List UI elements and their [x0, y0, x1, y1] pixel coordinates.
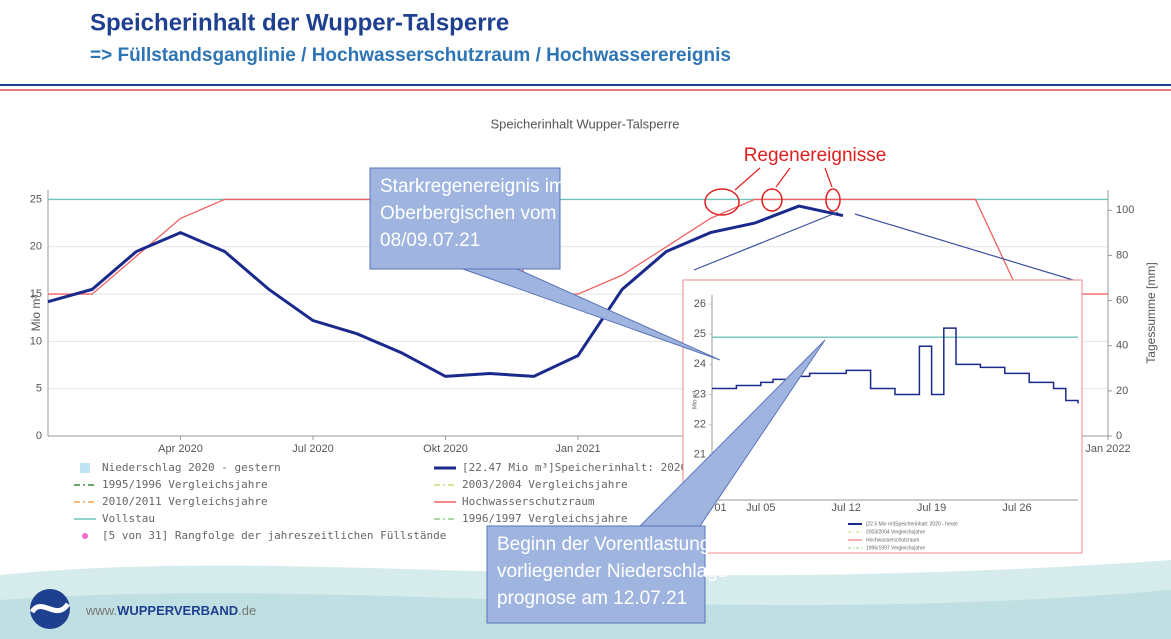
x-tick-label: Jul 2020	[292, 443, 334, 455]
y2-tick-label: 60	[1116, 294, 1128, 306]
x-tick-label: Jul 19	[917, 502, 946, 514]
callouts: Starkregenereignis im Oberbergischen vom 0…	[369, 167, 826, 624]
legend-label: 2003/2004 Vergleichsjahre	[462, 478, 628, 491]
annotations: Regenereignisse	[693, 145, 1074, 281]
footer-url-part: WUPPERVERBAND	[117, 603, 238, 618]
legend-label: [22.47 Mio m³]Speicherinhalt: 2020 - heu…	[462, 461, 740, 474]
y2-tick-label: 100	[1116, 204, 1134, 216]
x-tick-label: Apr 2020	[158, 443, 203, 455]
legend-label: Vollstau	[102, 512, 155, 525]
slide-subtitle: => Füllstandsganglinie / Hochwasserschut…	[90, 45, 731, 66]
y-tick-label: 25	[30, 193, 42, 205]
footer-url-part: www.	[85, 603, 117, 618]
x-tick-label: Jul 05	[746, 502, 775, 514]
chart-title: Speicherinhalt Wupper-Talsperre	[490, 116, 679, 131]
y-tick-label: 21	[694, 449, 706, 461]
legend-label: 2010/2011 Vergleichsjahre	[102, 495, 268, 508]
logo	[29, 602, 71, 614]
zoom-arrows	[693, 211, 1074, 281]
callout-text: vorliegender Niederschlags-	[497, 561, 734, 582]
y-tick-label: 5	[36, 383, 42, 395]
y-tick-label: 10	[30, 335, 42, 347]
legend-label: Hochwasserschutzraum	[462, 495, 595, 508]
y-tick-label: 22	[694, 419, 706, 431]
series-line	[712, 327, 1079, 404]
callout-text: prognose am 12.07.21	[497, 588, 687, 609]
legend-label: Hochwasserschutzraum	[866, 537, 919, 543]
legend-label: Niederschlag 2020 - gestern	[102, 461, 281, 474]
slide-title: Speicherinhalt der Wupper-Talsperre	[90, 9, 509, 36]
legend-swatch	[80, 463, 90, 473]
x-tick-label: Jan 2022	[1085, 443, 1130, 455]
highlight-circle	[825, 188, 841, 212]
y-tick-label: 20	[30, 241, 42, 253]
callout-text: Starkregenereignis im	[380, 176, 565, 197]
legend-swatch	[82, 533, 88, 539]
y-tick-label: 23	[694, 388, 706, 400]
callout-box	[369, 167, 561, 270]
x-tick-label: Okt 2020	[423, 443, 468, 455]
series-line	[47, 204, 844, 378]
y-tick-label: 26	[694, 298, 706, 310]
y2-tick-label: 40	[1116, 340, 1128, 352]
legend-label: 2003/2004 Vergleichsjahre	[866, 529, 925, 535]
y-tick-label: 15	[30, 288, 42, 300]
legend-label: [5 von 31] Rangfolge der jahreszeitliche…	[102, 529, 446, 542]
x-tick-label: Jul 26	[1002, 502, 1031, 514]
annotation-arrows	[734, 167, 833, 191]
y2-tick-label: 80	[1116, 249, 1128, 261]
y2-axis-label: Tagessumme [mm]	[1144, 262, 1158, 363]
callout-box	[486, 525, 706, 624]
x-tick-label: Jul 12	[832, 502, 861, 514]
y2-tick-label: 0	[1116, 430, 1122, 442]
highlight-circle	[704, 188, 740, 216]
series-line	[48, 198, 1108, 295]
highlight-circle	[761, 188, 783, 212]
x-tick-label: Jan 2021	[555, 443, 600, 455]
y-axis-label: Mio m³	[29, 295, 43, 332]
inset-y-label: Mio m³	[693, 391, 699, 409]
y-tick-label: 24	[694, 358, 706, 370]
legend-label: [22.5 Mio m³]Speicherinhalt: 2020 - heut…	[866, 521, 958, 527]
footer-url: www.WUPPERVERBAND.de	[85, 603, 256, 618]
legend-label: 1996/1997 Vergleichsjahre	[866, 545, 925, 551]
y2-tick-label: 20	[1116, 385, 1128, 397]
callout-text: 08/09.07.21	[380, 230, 480, 251]
callout-text: Beginn der Vorentlastung nach	[497, 534, 757, 555]
legend-label: 1996/1997 Vergleichsjahre	[462, 512, 628, 525]
callout-text: Oberbergischen vom	[380, 203, 556, 224]
legend-label: 1995/1996 Vergleichsjahre	[102, 478, 268, 491]
y-tick-label: 25	[694, 328, 706, 340]
y-tick-label: 0	[36, 430, 42, 442]
annotation: Regenereignisse	[744, 145, 887, 166]
footer-url-part: .de	[238, 603, 256, 618]
